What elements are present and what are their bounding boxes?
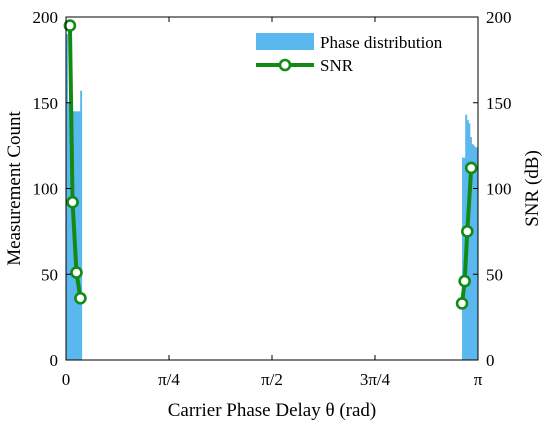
left-y-tick-label-0: 0 (50, 351, 59, 370)
left-y-tick-label-2: 100 (33, 180, 59, 199)
histogram-bar-15 (469, 137, 472, 360)
histogram-bars (66, 34, 479, 361)
legend-label-phase-distribution: Phase distribution (320, 33, 443, 52)
snr-line-segment-0 (67, 25, 83, 299)
left-y-tick-label-1: 50 (41, 265, 58, 284)
plot-frame (65, 16, 479, 361)
x-tick-label-3: 3π/4 (360, 370, 391, 389)
histogram-bar-0 (66, 34, 68, 361)
histogram-bar-2 (69, 109, 72, 360)
histogram-bar-14 (468, 123, 471, 360)
right-y-axis-label: SNR (dB) (522, 150, 543, 227)
x-tick-label-1: π/4 (158, 370, 180, 389)
left-y-tick-label-4: 200 (33, 8, 59, 27)
right-y-tick-label-2: 100 (486, 180, 512, 199)
histogram-bar-3 (70, 111, 73, 360)
right-y-axis-ticks: 0 50 100 150 200 (473, 8, 512, 370)
left-y-axis-label: Measurement Count (4, 110, 25, 265)
legend-label-snr: SNR (320, 56, 354, 75)
snr-point-0 (63, 19, 77, 32)
right-y-tick-label-3: 150 (486, 94, 512, 113)
x-tick-label-4: π (474, 370, 483, 389)
histogram-bar-1 (67, 102, 70, 360)
legend: Phase distribution SNR (256, 33, 443, 75)
left-y-tick-label-3: 150 (33, 94, 59, 113)
right-y-tick-label-1: 50 (486, 265, 503, 284)
snr-point-5 (458, 274, 471, 288)
snr-point-3 (74, 291, 87, 305)
x-tick-label-2: π/2 (261, 370, 283, 389)
right-y-tick-label-4: 200 (486, 8, 512, 27)
snr-point-6 (460, 225, 474, 238)
histogram-bar-10 (462, 157, 465, 360)
legend-swatch-phase-distribution (256, 33, 314, 50)
histogram-bar-7 (77, 111, 79, 360)
left-y-axis-ticks: 0 50 100 150 200 (33, 8, 71, 370)
x-axis-ticks: 0 π/4 π/2 3π/4 π (62, 17, 483, 389)
legend-swatch-snr-marker (278, 58, 292, 72)
right-y-tick-label-0: 0 (486, 351, 495, 370)
histogram-bar-8 (78, 111, 81, 360)
histogram-bar-16 (471, 143, 474, 360)
histogram-bar-17 (473, 145, 476, 360)
histogram-bar-18 (474, 147, 477, 360)
snr-point-4 (455, 297, 469, 310)
snr-point-7 (464, 161, 478, 175)
x-axis-label: Carrier Phase Delay θ (rad) (168, 400, 377, 421)
histogram-bar-9 (80, 90, 83, 361)
x-tick-label-0: 0 (62, 370, 71, 389)
snr-line-series (63, 19, 478, 310)
snr-point-2 (70, 266, 83, 279)
snr-line-segment-1 (460, 167, 474, 304)
snr-point-1 (66, 195, 79, 209)
histogram-bar-19 (476, 147, 479, 360)
